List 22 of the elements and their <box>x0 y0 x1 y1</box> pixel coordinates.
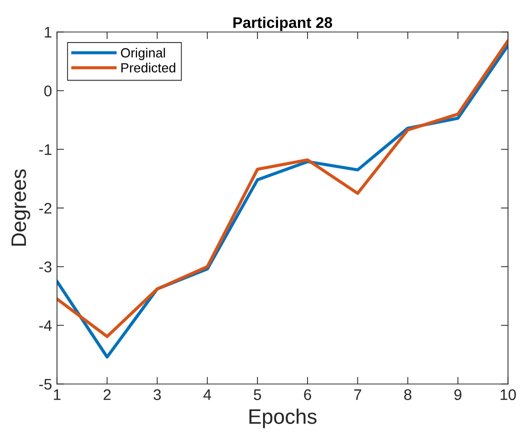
y-tick-label: -5 <box>39 379 52 390</box>
y-tick-label: -4 <box>39 320 52 331</box>
x-tick-label: 9 <box>454 389 462 400</box>
y-tick-label: 0 <box>44 86 52 96</box>
x-tick-label: 4 <box>203 389 212 400</box>
y-tick-label: -3 <box>39 262 52 272</box>
y-tick-label: 1 <box>44 27 52 38</box>
x-tick-label: 10 <box>500 389 516 400</box>
x-tick-label: 2 <box>104 389 111 400</box>
x-tick-label: 1 <box>54 389 61 400</box>
x-tick-label: 7 <box>354 389 362 400</box>
y-tick-label: -1 <box>39 144 52 155</box>
legend-label: Original <box>120 48 165 60</box>
y-tick-label: -2 <box>39 202 52 214</box>
x-axis-title: Epochs <box>249 408 316 428</box>
chart-title: Participant 28 <box>233 16 332 32</box>
y-axis-title: Degrees <box>12 169 30 246</box>
x-tick-label: 5 <box>254 389 262 400</box>
x-tick-label: 6 <box>304 389 312 400</box>
x-tick-label: 8 <box>404 389 412 400</box>
x-tick-label: 3 <box>154 389 161 400</box>
legend-label: Predicted <box>121 62 176 72</box>
